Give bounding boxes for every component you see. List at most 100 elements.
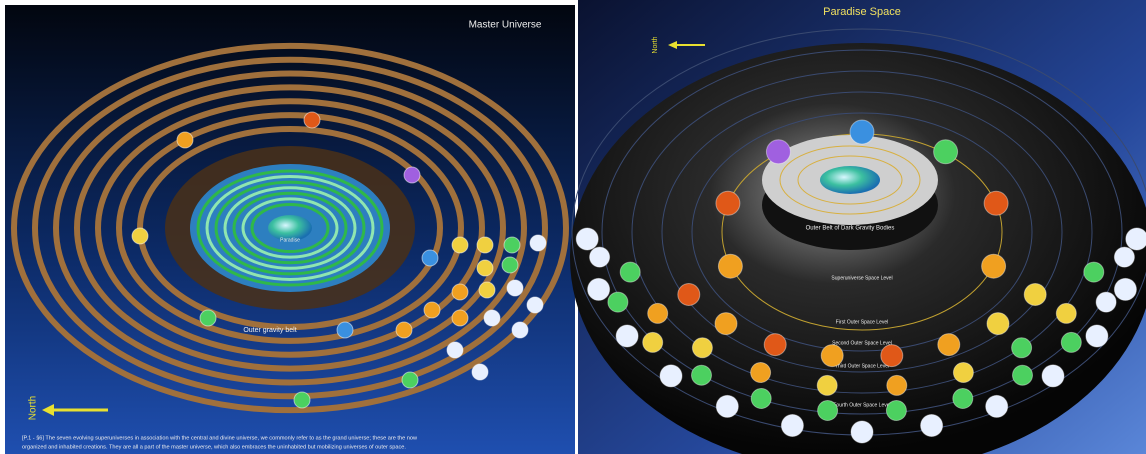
- universe-orb: [714, 312, 738, 336]
- universe-orb: [920, 414, 944, 437]
- universe-orb: [403, 166, 421, 184]
- universe-orb: [1055, 302, 1077, 324]
- circuit-ring: [196, 169, 384, 287]
- circuit-ring: [214, 180, 366, 276]
- universe-orb: [395, 321, 413, 339]
- universe-orb: [642, 331, 664, 353]
- level-label: First Outer Space Level: [836, 319, 889, 325]
- universe-orb: [981, 253, 1007, 279]
- universe-orb: [401, 371, 419, 389]
- universe-orb: [511, 321, 529, 339]
- universe-orb: [451, 283, 469, 301]
- level-ring: [691, 112, 1033, 352]
- universe-orb: [471, 363, 489, 381]
- belt-label: Outer gravity belt: [243, 327, 296, 334]
- universe-orb: [131, 227, 149, 245]
- north-arrow-head: [668, 41, 677, 49]
- level-ring: [661, 91, 1063, 373]
- universe-orb: [451, 309, 469, 327]
- universe-orb: [750, 388, 772, 409]
- universe-orb: [1113, 277, 1137, 301]
- circuit-ring: [223, 186, 357, 270]
- universe-orb: [1095, 291, 1117, 313]
- universe-orb: [575, 227, 599, 251]
- universe-orb: [336, 321, 354, 339]
- universe-orb: [293, 391, 311, 409]
- inner-orbit: [779, 145, 921, 215]
- universe-orb: [476, 259, 494, 277]
- universe-orb: [423, 301, 441, 319]
- circuit-ring: [241, 197, 339, 259]
- universe-orb: [526, 296, 544, 314]
- universe-orb: [849, 119, 875, 145]
- universe-orb: [478, 281, 496, 299]
- universe-orb: [780, 414, 804, 437]
- universe-orb: [816, 374, 838, 396]
- level-label: Superuniverse Space Level: [831, 275, 892, 281]
- universe-orb: [589, 246, 611, 268]
- universe-orb: [1085, 324, 1109, 348]
- universe-orb: [952, 388, 974, 409]
- level-label: Second Outer Space Level: [832, 340, 892, 346]
- universe-orb: [1113, 246, 1135, 268]
- universe-orb: [817, 400, 839, 421]
- universe-orb: [985, 394, 1009, 418]
- universes: [131, 111, 1146, 444]
- orbit-ring: [11, 42, 569, 414]
- universe-orb: [503, 236, 521, 254]
- universe-orb: [421, 249, 439, 267]
- orbit-ring: [32, 56, 548, 400]
- universe-orb: [763, 333, 787, 357]
- north-label: North: [28, 396, 39, 420]
- universe-orb: [659, 364, 683, 388]
- universe-orb: [199, 309, 217, 327]
- universe-orb: [529, 234, 547, 252]
- universe-orb: [303, 111, 321, 129]
- universe-orb: [886, 374, 908, 396]
- north-arrow-head: [42, 404, 54, 416]
- caption-line: [P.1 - §6] The seven evolving superunive…: [22, 435, 418, 441]
- universe-orb: [715, 190, 741, 216]
- center-label: Paradise: [280, 237, 300, 243]
- circuit-ring: [205, 175, 375, 281]
- universe-orb: [885, 400, 907, 421]
- universe-orb: [647, 302, 669, 324]
- universe-orb: [850, 420, 874, 444]
- level-label: Third Outer Space Level: [835, 363, 889, 369]
- universe-orb: [176, 131, 194, 149]
- central-circuits: [196, 169, 384, 287]
- level-label: Fourth Outer Space Level: [833, 402, 890, 408]
- universe-orb: [750, 362, 772, 383]
- universe-orb: [501, 256, 519, 274]
- universe-orb: [587, 277, 611, 301]
- circuit-ring: [250, 202, 330, 254]
- universe-orb: [1083, 261, 1105, 283]
- universe-orb: [691, 364, 712, 386]
- universe-orb: [880, 344, 904, 368]
- universe-orb: [1011, 337, 1033, 359]
- universe-orb: [1125, 227, 1146, 251]
- universe-orb: [691, 337, 713, 359]
- universe-orb: [952, 362, 974, 383]
- universe-orb: [1012, 364, 1033, 386]
- universe-orb: [446, 341, 464, 359]
- universe-orb: [983, 190, 1009, 216]
- universe-orb: [937, 333, 961, 357]
- universe-orb: [677, 283, 701, 306]
- universe-orb: [765, 139, 791, 165]
- universe-orb: [476, 236, 494, 254]
- universe-orb: [1023, 283, 1047, 306]
- caption-line: organized and inhabited creations. They …: [22, 444, 406, 450]
- orbit-rings: [11, 42, 569, 414]
- orbit-ring: [95, 98, 485, 358]
- universe-orb: [715, 394, 739, 418]
- left-title: Master Universe: [469, 20, 542, 31]
- paradise-core: [820, 166, 880, 194]
- right-title: Paradise Space: [823, 6, 901, 18]
- paradise-core: [268, 215, 312, 241]
- circuit-ring: [232, 191, 348, 265]
- orbit-ring: [74, 84, 506, 372]
- universe-orb: [506, 279, 524, 297]
- level-ring: [601, 49, 1123, 415]
